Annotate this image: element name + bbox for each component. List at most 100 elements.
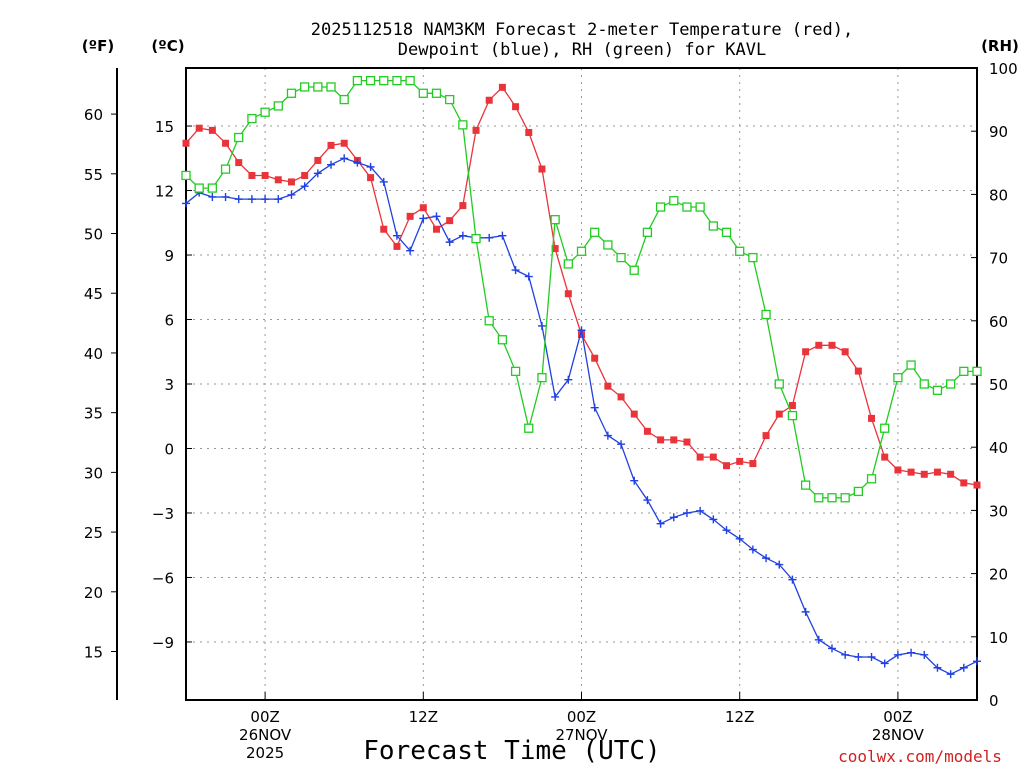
data-point-dewpoint [946, 670, 955, 679]
data-point-temperature [868, 414, 876, 422]
data-point-rh [431, 88, 442, 98]
data-point-dewpoint [801, 607, 810, 616]
rh-tick-label: 0 [989, 692, 999, 710]
x-tick-label: 00Z [250, 708, 279, 726]
data-point-rh [405, 75, 415, 86]
rh-tick-label: 10 [989, 629, 1008, 647]
data-point-rh [576, 246, 587, 256]
data-point-rh [642, 227, 653, 237]
data-point-rh [603, 240, 613, 250]
fahrenheit-tick-label: 20 [84, 584, 103, 602]
data-point-dewpoint [366, 162, 375, 171]
data-point-dewpoint [313, 169, 322, 178]
data-point-temperature [907, 468, 915, 476]
data-point-rh [814, 493, 824, 503]
data-point-temperature [551, 245, 559, 253]
fahrenheit-tick-label: 55 [84, 166, 103, 184]
data-point-temperature [973, 481, 981, 489]
data-point-temperature [446, 217, 454, 225]
data-point-temperature [182, 139, 190, 147]
data-point-dewpoint [564, 375, 573, 384]
data-point-dewpoint [603, 431, 612, 440]
celsius-tick-label: −6 [152, 569, 174, 587]
celsius-tick-label: 0 [164, 440, 174, 458]
data-point-temperature [340, 139, 348, 147]
data-point-dewpoint [234, 195, 243, 204]
data-point-temperature [472, 126, 480, 134]
celsius-tick-label: 9 [164, 247, 174, 265]
data-point-dewpoint [261, 195, 270, 204]
data-point-temperature [459, 202, 467, 210]
data-point-rh [234, 132, 244, 143]
data-point-dewpoint [340, 154, 349, 163]
data-point-rh [682, 202, 692, 212]
series-layer [181, 75, 982, 679]
data-point-rh [471, 233, 481, 244]
data-point-rh [893, 373, 903, 383]
data-point-temperature [881, 453, 889, 461]
data-point-temperature [301, 171, 309, 179]
data-point-rh [827, 493, 837, 503]
series-plus [182, 154, 981, 679]
data-point-temperature [815, 341, 823, 349]
data-point-rh [326, 82, 336, 92]
data-point-rh [550, 215, 560, 225]
data-point-rh [497, 335, 508, 345]
data-point-temperature [841, 348, 849, 356]
x-tick-label: 26NOV [239, 726, 292, 744]
data-point-temperature [498, 83, 506, 91]
data-point-temperature [775, 410, 783, 418]
data-point-dewpoint [498, 231, 507, 240]
data-point-temperature [393, 242, 401, 250]
data-point-temperature [327, 141, 335, 149]
credit-label: coolwx.com/models [838, 747, 1002, 766]
gridlines [186, 68, 977, 700]
data-point-dewpoint [617, 440, 626, 449]
data-point-rh [721, 227, 732, 237]
celsius-tick-label: 15 [155, 118, 174, 136]
rh-tick-label: 70 [989, 250, 1008, 268]
data-point-temperature [920, 470, 928, 478]
data-point-temperature [749, 460, 757, 468]
data-point-rh [379, 75, 389, 86]
data-point-dewpoint [537, 321, 546, 330]
x-tick-label: 28NOV [872, 726, 925, 744]
data-point-dewpoint [973, 657, 981, 666]
series-filled-square [182, 83, 981, 489]
data-point-rh [484, 316, 494, 326]
data-point-rh [510, 366, 521, 377]
data-point-rh [352, 75, 363, 86]
data-point-rh [655, 202, 666, 212]
data-point-temperature [670, 436, 678, 444]
celsius-tick-label: −3 [152, 505, 174, 523]
data-point-rh [616, 252, 626, 263]
data-point-dewpoint [762, 554, 771, 563]
data-point-temperature [854, 367, 862, 375]
data-point-dewpoint [287, 190, 296, 199]
data-point-temperature [406, 212, 414, 220]
x-tick-label: 00Z [883, 708, 912, 726]
data-point-dewpoint [814, 635, 823, 644]
data-point-temperature [432, 225, 440, 233]
data-point-rh [945, 379, 956, 389]
data-point-rh [932, 385, 943, 395]
fahrenheit-tick-label: 30 [84, 464, 103, 482]
data-point-dewpoint [432, 212, 441, 221]
data-point-rh [959, 366, 969, 377]
data-point-rh [708, 221, 718, 231]
data-point-temperature [643, 427, 651, 435]
rh-tick-label: 60 [989, 313, 1008, 331]
fahrenheit-tick-label: 35 [84, 405, 103, 423]
data-point-rh [537, 373, 547, 383]
data-point-temperature [657, 436, 665, 444]
data-point-temperature [709, 453, 717, 461]
x-tick-label: 00Z [567, 708, 596, 726]
data-point-temperature [828, 341, 836, 349]
data-point-dewpoint [327, 160, 336, 169]
data-point-dewpoint [788, 575, 797, 584]
rh-tick-label: 30 [989, 502, 1008, 520]
data-point-temperature [287, 178, 295, 186]
x-axis-label: Forecast Time (UTC) [363, 736, 660, 766]
data-point-dewpoint [485, 233, 494, 242]
data-point-temperature [762, 432, 770, 440]
